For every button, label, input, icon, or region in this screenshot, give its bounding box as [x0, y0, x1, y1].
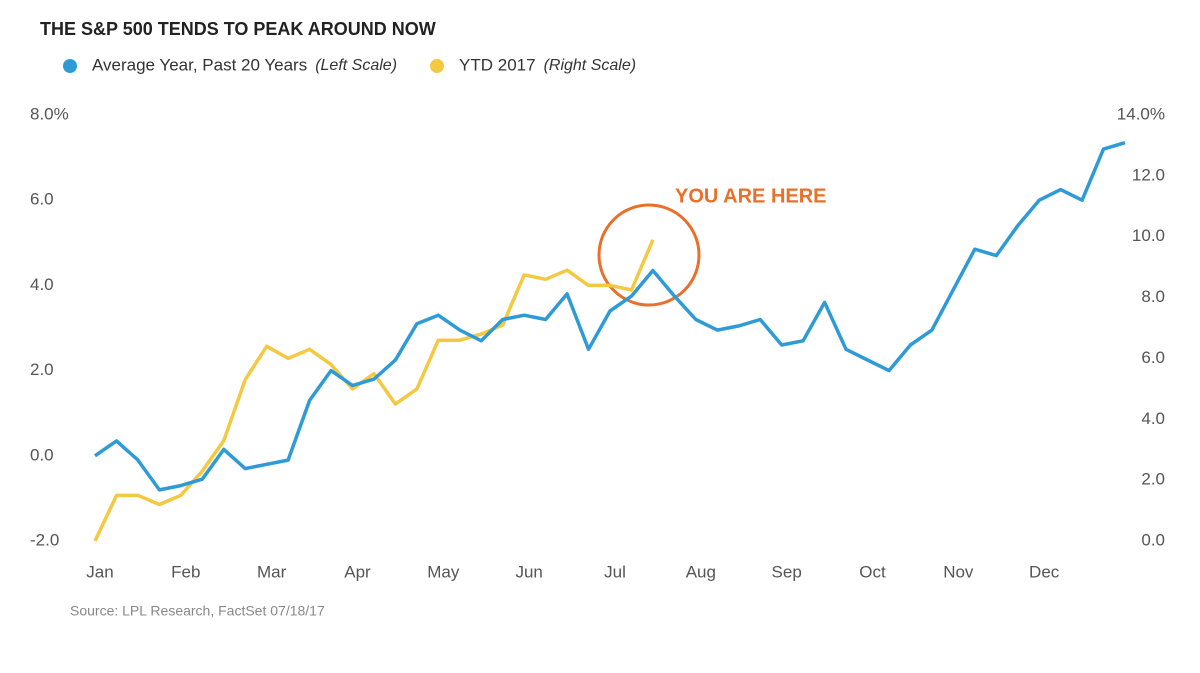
y2-tick-label: 14.0%	[1117, 104, 1165, 123]
x-tick-label: May	[427, 562, 460, 581]
x-tick-label: Dec	[1029, 562, 1060, 581]
legend-scale-note: (Left Scale)	[315, 57, 397, 74]
legend-item: Average Year, Past 20 Years (Left Scale)	[63, 55, 397, 74]
legend-item: YTD 2017 (Right Scale)	[430, 55, 636, 74]
source-note: Source: LPL Research, FactSet 07/18/17	[70, 603, 325, 619]
legend-marker	[430, 59, 445, 73]
legend-label: Average Year, Past 20 Years	[92, 55, 307, 74]
x-tick-label: Jan	[86, 562, 113, 581]
y2-tick-label: 10.0	[1132, 226, 1165, 245]
x-tick-label: Oct	[859, 562, 886, 581]
series-line	[94, 141, 1126, 492]
chart-title: THE S&P 500 TENDS TO PEAK AROUND NOW	[40, 19, 436, 39]
y-tick-label: 0.0	[30, 445, 54, 464]
x-tick-label: Feb	[171, 562, 200, 581]
y-tick-label: 4.0	[30, 275, 54, 294]
y2-tick-label: 0.0	[1141, 530, 1165, 549]
legend-scale-note: (Right Scale)	[544, 57, 636, 74]
x-tick-label: Mar	[257, 562, 287, 581]
x-tick-label: Jul	[604, 562, 626, 581]
y2-tick-label: 6.0	[1141, 348, 1165, 367]
y2-tick-label: 2.0	[1141, 470, 1165, 489]
y2-tick-label: 4.0	[1141, 409, 1165, 428]
y2-tick-label: 8.0	[1141, 287, 1165, 306]
y2-tick-label: 12.0	[1132, 165, 1165, 184]
y-tick-label: 2.0	[30, 360, 54, 379]
x-tick-label: Sep	[772, 562, 802, 581]
x-tick-label: Nov	[943, 562, 974, 581]
y-tick-label: 8.0%	[30, 104, 69, 123]
y-tick-label: 6.0	[30, 190, 54, 209]
highlight-circle	[597, 203, 701, 307]
y-tick-label: -2.0	[30, 530, 59, 549]
legend-marker	[63, 59, 77, 73]
x-tick-label: Aug	[686, 562, 716, 581]
legend-label: YTD 2017	[459, 55, 536, 74]
x-tick-label: Jun	[515, 562, 542, 581]
annotation: YOU ARE HERE	[675, 185, 827, 207]
series-line	[93, 239, 655, 542]
x-tick-label: Apr	[344, 562, 371, 581]
